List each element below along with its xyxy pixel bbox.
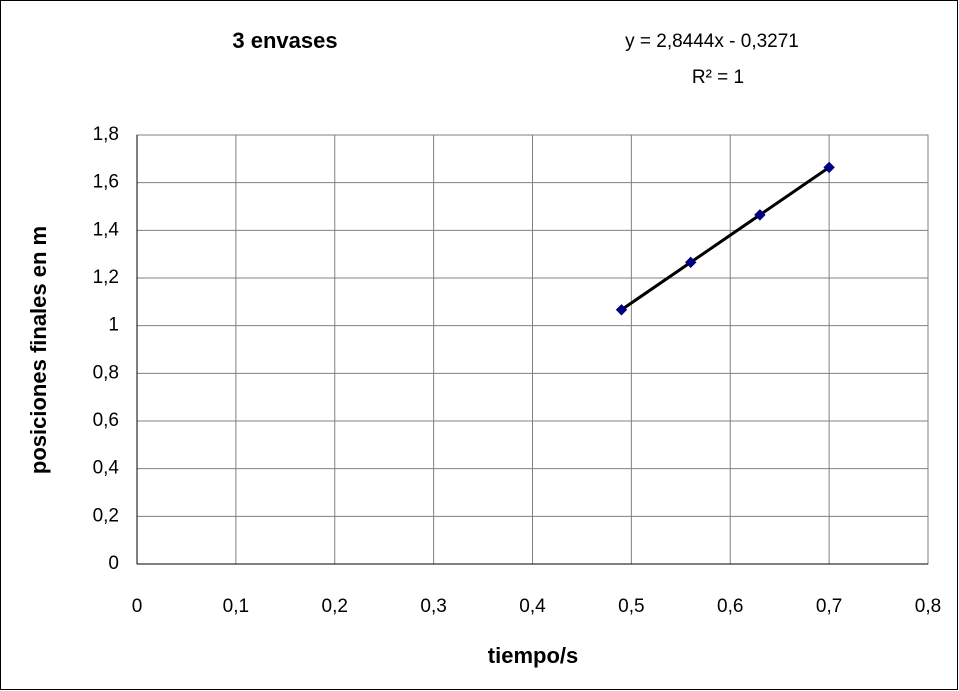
trendline [620,166,830,312]
trend-equation: y = 2,8444x - 0,3271 [625,31,799,52]
x-tick-label: 0 [132,596,143,617]
y-tick-label: 1 [108,315,119,336]
y-tick-label: 1,6 [93,172,119,193]
x-tick-label: 0,5 [618,596,644,617]
x-tick-label: 0,2 [322,596,348,617]
y-tick-label: 0,2 [93,505,119,526]
y-tick-label: 0 [108,553,119,574]
data-point [615,304,628,316]
x-axis-label: tiempo/s [488,643,578,668]
data-point [754,209,766,221]
chart-title: 3 envases [232,28,337,53]
x-tick-label: 0,8 [915,596,941,617]
y-tick-label: 1,8 [93,124,119,145]
data-point [823,161,835,174]
y-tick-label: 0,4 [93,458,120,479]
x-tick-label: 0,6 [717,596,743,617]
x-tick-label: 0,3 [420,596,446,617]
x-tick-label: 0,4 [519,596,546,617]
x-tick-label: 0,1 [223,596,249,617]
x-tick-label: 0,7 [816,596,842,617]
y-tick-label: 1,2 [93,267,119,288]
r-squared: R² = 1 [692,67,744,88]
y-tick-label: 0,6 [93,410,119,431]
y-tick-label: 1,4 [93,219,120,240]
y-axis-label: posiciones finales en m [26,226,51,474]
data-point [684,256,697,269]
y-tick-label: 0,8 [93,362,119,383]
